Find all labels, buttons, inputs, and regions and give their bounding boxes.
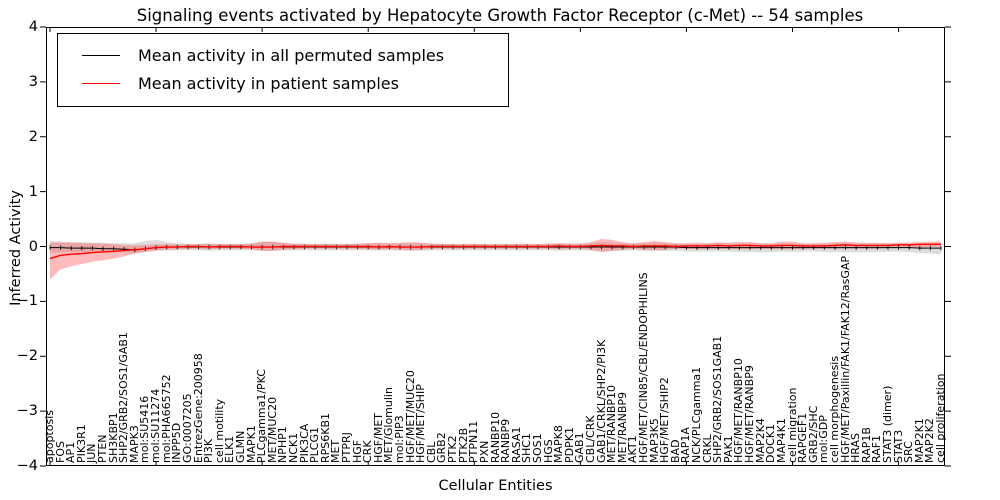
legend: Mean activity in all permuted samples Me… xyxy=(57,33,509,107)
x-axis-label: Cellular Entities xyxy=(438,478,553,494)
y-tick-label: 3 xyxy=(28,73,38,90)
x-tick-label: HGF/MET/Paxillin/FAK1/FAK12/RasGAP xyxy=(838,255,852,463)
y-tick-label: −4 xyxy=(16,458,38,474)
y-tick-label: 0 xyxy=(28,238,38,255)
permuted-line-swatch xyxy=(82,54,120,56)
x-tick-label: cell proliferation xyxy=(934,373,947,463)
legend-row-patient: Mean activity in patient samples xyxy=(68,69,498,97)
patient-line-swatch xyxy=(82,82,120,84)
y-tick-label: −1 xyxy=(16,293,38,310)
chart-title: Signaling events activated by Hepatocyte… xyxy=(136,6,864,25)
legend-label-permuted: Mean activity in all permuted samples xyxy=(138,45,445,65)
legend-row-permuted: Mean activity in all permuted samples xyxy=(68,41,498,69)
y-tick-label: 4 xyxy=(28,19,38,35)
legend-label-patient: Mean activity in patient samples xyxy=(138,73,399,93)
y-tick-label: 2 xyxy=(28,128,38,145)
y-tick-label: −3 xyxy=(16,403,38,420)
y-tick-label: −2 xyxy=(16,348,38,365)
y-tick-label: 1 xyxy=(28,183,38,200)
